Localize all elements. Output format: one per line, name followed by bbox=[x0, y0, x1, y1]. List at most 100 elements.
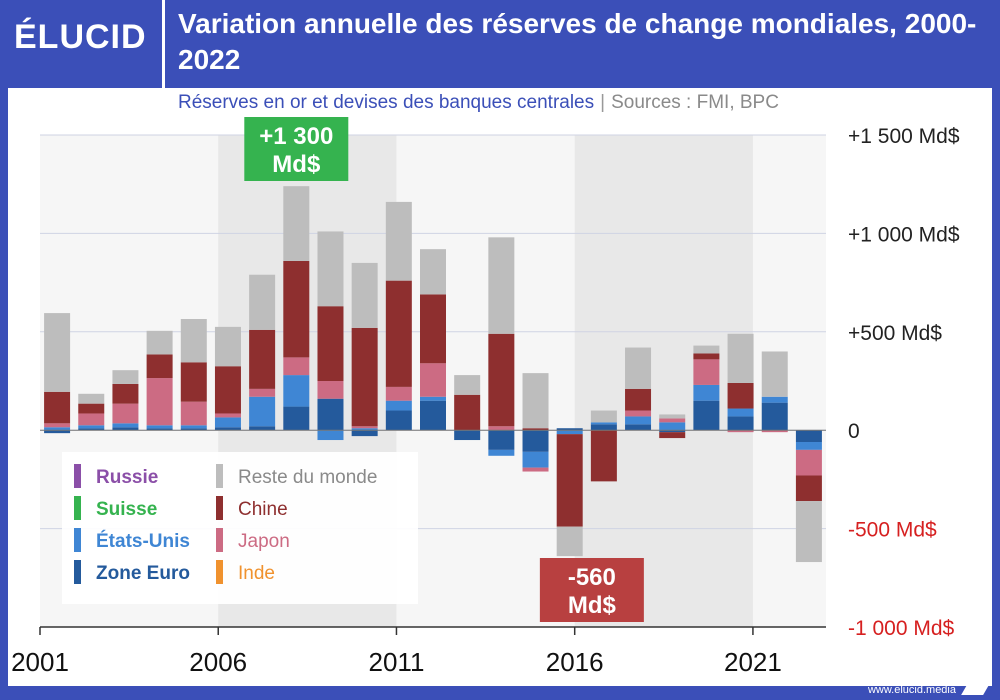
bar-segment-chine-2015 bbox=[522, 428, 549, 431]
legend-label-4: États-Unis bbox=[96, 530, 190, 552]
legend-label-0: Russie bbox=[96, 467, 158, 488]
bar-segment--tats-unis-2011 bbox=[385, 400, 412, 411]
legend-swatch-4 bbox=[74, 528, 81, 552]
bar-segment-japon-2009 bbox=[317, 381, 344, 399]
x-tick-label: 2006 bbox=[189, 647, 247, 677]
bar-segment-chine-2020 bbox=[693, 353, 720, 360]
bar-segment-zone-euro-2023 bbox=[795, 430, 822, 443]
legend-label-2: Suisse bbox=[96, 499, 157, 520]
title-divider bbox=[162, 0, 165, 88]
bar-segment-reste-du-monde-2016 bbox=[556, 526, 583, 557]
y-tick-label: +500 Md$ bbox=[848, 322, 942, 345]
bar-segment-zone-euro-2003 bbox=[112, 427, 139, 431]
bar-segment-zone-euro-2008 bbox=[283, 406, 310, 431]
bar-segment-japon-2001 bbox=[44, 423, 71, 428]
y-tick-label: +1 500 Md$ bbox=[848, 125, 960, 148]
bar-segment-chine-2008 bbox=[283, 260, 310, 358]
legend-label-3: Chine bbox=[238, 499, 288, 520]
bar-segment-japon-2010 bbox=[351, 426, 378, 429]
bar-segment-chine-2003 bbox=[112, 383, 139, 404]
bar-segment--tats-unis-2020 bbox=[693, 384, 720, 401]
bar-segment--tats-unis-2016 bbox=[556, 430, 583, 435]
callout-min-line2: Md$ bbox=[568, 592, 617, 619]
bar-segment-reste-du-monde-2014 bbox=[488, 237, 515, 334]
bar-segment-chine-2021 bbox=[727, 382, 754, 409]
bar-segment-zone-euro-2018 bbox=[625, 424, 652, 431]
bar-segment-reste-du-monde-2020 bbox=[693, 345, 720, 354]
bar-segment-reste-du-monde-2012 bbox=[420, 249, 446, 295]
legend-swatch-7 bbox=[216, 560, 223, 584]
bar-segment-chine-2002 bbox=[78, 403, 105, 414]
bar-segment-chine-2007 bbox=[249, 329, 276, 389]
bar-segment-zone-euro-2020 bbox=[693, 400, 720, 431]
bar-segment-japon-2012 bbox=[420, 363, 446, 397]
bar-segment-chine-2004 bbox=[146, 354, 173, 379]
bar-segment-reste-du-monde-2023 bbox=[795, 501, 822, 563]
bar-segment-japon-2020 bbox=[693, 359, 720, 385]
bar-segment-reste-du-monde-2013 bbox=[454, 375, 481, 395]
bar-segment-chine-2013 bbox=[454, 394, 481, 431]
bar-segment-reste-du-monde-2017 bbox=[590, 410, 617, 423]
x-tick-label: 2016 bbox=[546, 647, 604, 677]
bar-segment--tats-unis-2002 bbox=[78, 425, 105, 429]
bar-segment-zone-euro-2022 bbox=[761, 402, 788, 431]
bar-segment-zone-euro-2010 bbox=[351, 430, 378, 437]
bar-segment-chine-2016 bbox=[556, 434, 583, 527]
legend-swatch-6 bbox=[74, 560, 81, 584]
x-tick-label: 2021 bbox=[724, 647, 782, 677]
chart-title: Variation annuelle des réserves de chang… bbox=[178, 8, 977, 75]
bar-segment-reste-du-monde-2004 bbox=[146, 330, 173, 355]
y-tick-label: 0 bbox=[848, 420, 860, 443]
bar-segment-reste-du-monde-2007 bbox=[249, 274, 276, 330]
legend-label-5: Japon bbox=[238, 531, 290, 552]
bar-segment--tats-unis-2003 bbox=[112, 423, 139, 428]
callout-max-line1: +1 300 bbox=[259, 123, 333, 150]
bar-segment--tats-unis-2004 bbox=[146, 425, 173, 429]
bar-segment-japon-2014 bbox=[488, 426, 515, 431]
y-tick-label: +1 000 Md$ bbox=[848, 223, 960, 246]
shaded-period-1 bbox=[574, 135, 753, 627]
bar-segment--tats-unis-2006 bbox=[214, 417, 241, 428]
bar-segment--tats-unis-2017 bbox=[590, 422, 617, 425]
legend-label-1: Reste du monde bbox=[238, 467, 377, 488]
bar-segment-zone-euro-2016 bbox=[556, 428, 583, 431]
bar-segment-reste-du-monde-2001 bbox=[44, 313, 71, 392]
bar-segment-reste-du-monde-2009 bbox=[317, 231, 344, 307]
bar-segment--tats-unis-2021 bbox=[727, 408, 754, 417]
x-tick-label: 2001 bbox=[11, 647, 69, 677]
bar-segment-reste-du-monde-2018 bbox=[625, 347, 652, 389]
bar-segment-japon-2023 bbox=[795, 449, 822, 476]
bar-segment-zone-euro-2007 bbox=[249, 426, 276, 431]
bar-segment--tats-unis-2010 bbox=[351, 428, 378, 431]
x-tick-label: 2011 bbox=[369, 647, 425, 677]
bar-segment--tats-unis-2022 bbox=[761, 396, 788, 403]
bar-segment-japon-2022 bbox=[761, 430, 788, 433]
bar-segment-chine-2011 bbox=[385, 280, 412, 387]
bar-segment-reste-du-monde-2005 bbox=[180, 319, 207, 363]
bar-segment-reste-du-monde-2021 bbox=[727, 333, 754, 383]
bar-segment-japon-2018 bbox=[625, 410, 652, 417]
footer-url[interactable]: www.elucid.media bbox=[867, 684, 956, 696]
bar-segment--tats-unis-2007 bbox=[249, 396, 276, 427]
subtitle-separator: | bbox=[600, 92, 606, 113]
legend-swatch-5 bbox=[216, 528, 223, 552]
bar-segment-chine-2001 bbox=[44, 391, 71, 424]
bar-segment--tats-unis-2015 bbox=[522, 451, 549, 468]
bar-segment-zone-euro-2015 bbox=[522, 430, 549, 452]
bar-segment--tats-unis-2019 bbox=[659, 422, 686, 431]
y-tick-label: -500 Md$ bbox=[848, 519, 937, 542]
subtitle-sources: Sources : FMI, BPC bbox=[611, 92, 779, 113]
bar-segment-chine-2006 bbox=[214, 366, 241, 414]
y-tick-label: -1 000 Md$ bbox=[848, 617, 955, 640]
callout-min-line1: -560 bbox=[568, 564, 616, 591]
bar-segment-zone-euro-2004 bbox=[146, 428, 173, 431]
bar-segment--tats-unis-2018 bbox=[625, 416, 652, 425]
logo-box: ÉLUCID bbox=[0, 0, 162, 88]
bar-segment-chine-2012 bbox=[420, 294, 446, 364]
bar-segment-japon-2008 bbox=[283, 357, 310, 376]
bar-segment-japon-2021 bbox=[727, 430, 754, 433]
legend-swatch-0 bbox=[74, 464, 81, 488]
subtitle-main: Réserves en or et devises des banques ce… bbox=[178, 92, 595, 113]
